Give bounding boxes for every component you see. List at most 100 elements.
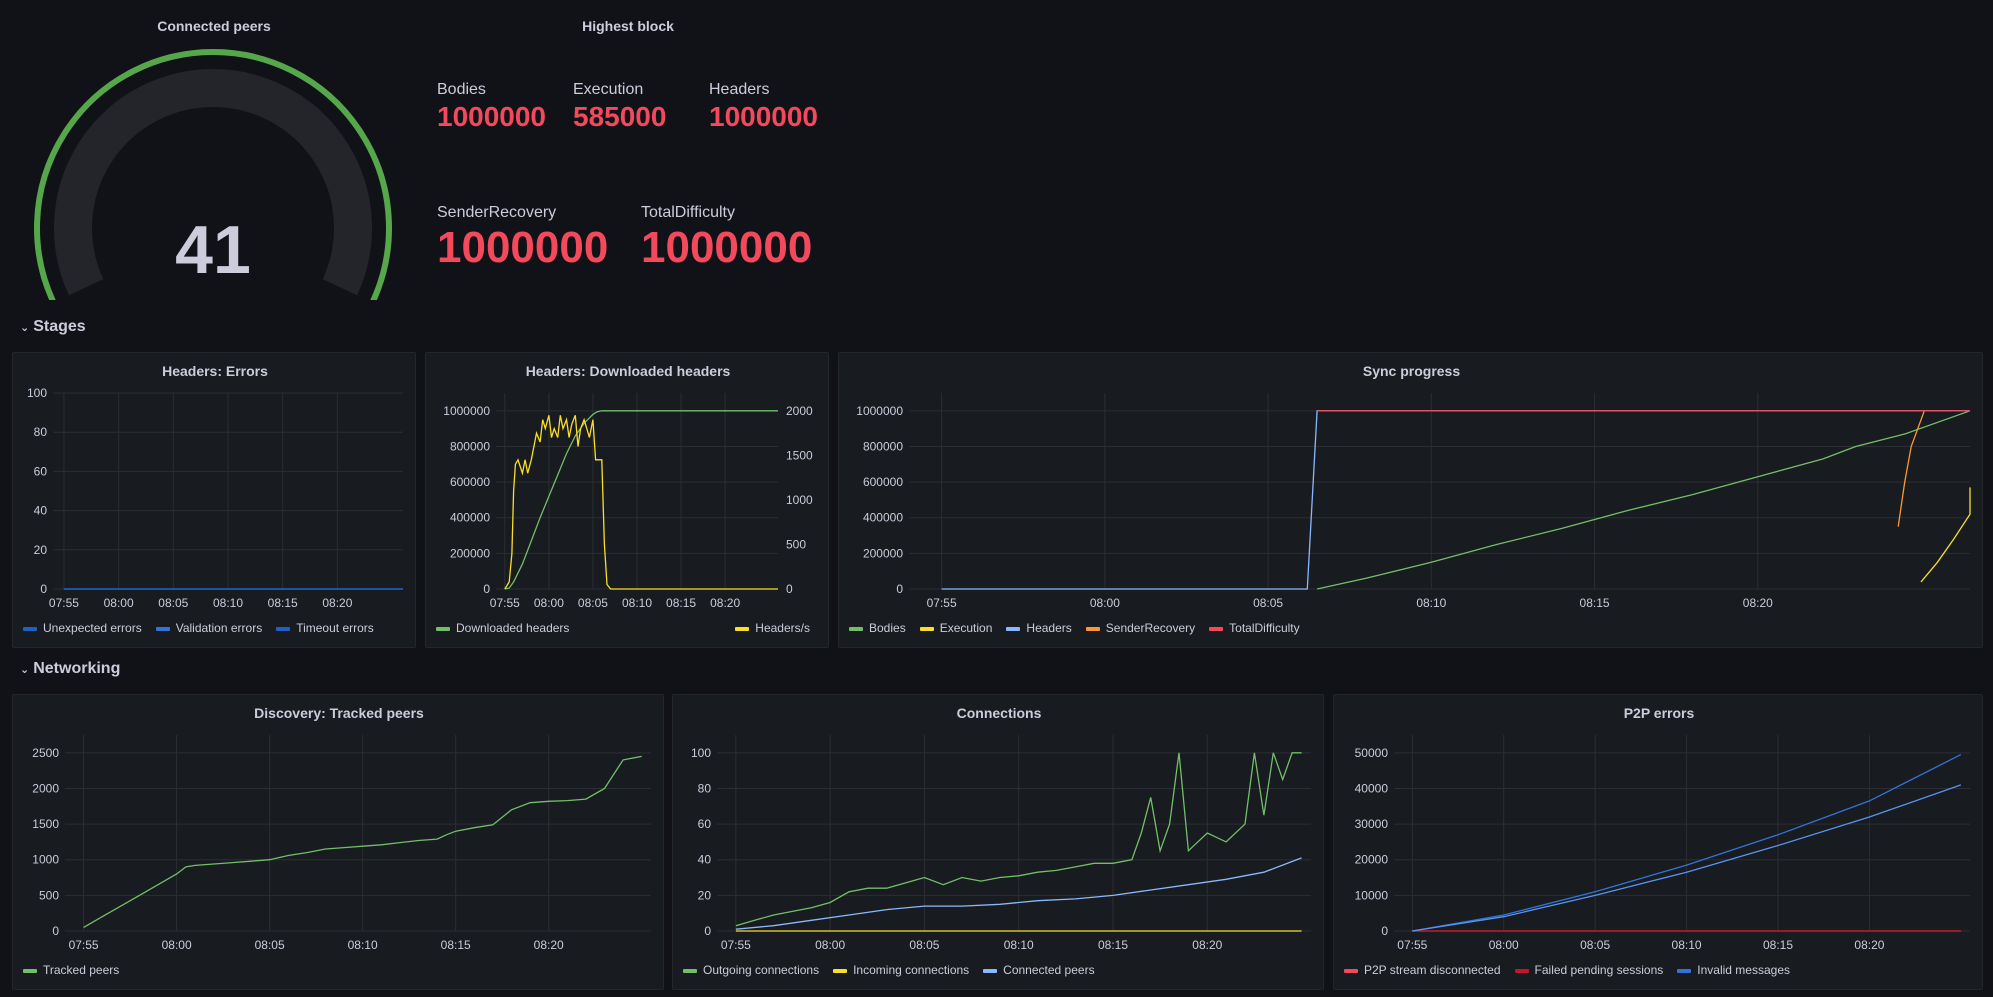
legend-swatch xyxy=(1344,968,1358,973)
panel-downloaded-headers[interactable]: Headers: Downloaded headers 0 200000 40000… xyxy=(425,352,829,648)
chart-tracked-peers: 0 500 1000 1500 2000 2500 07:55 08:00 08:05 08:10… xyxy=(32,735,651,952)
y-tick-label: 1000000 xyxy=(856,404,903,418)
legend-swatch xyxy=(1514,968,1529,973)
legend-item[interactable]: Connected peers xyxy=(983,963,1095,977)
legend-label: Incoming connections xyxy=(853,963,970,977)
x-tick-label: 08:00 xyxy=(815,938,845,952)
legend-label: Connected peers xyxy=(1003,963,1095,977)
legend-swatch xyxy=(683,968,697,973)
chart-legend: Bodies Execution Headers SenderRecovery Tota… xyxy=(849,621,1314,635)
panel-connections[interactable]: Connections 0 20 40 60 80 100 07:55 08:00 08:05 0… xyxy=(672,694,1324,990)
chart-downloaded-headers: 0 200000 400000 600000 800000 1000000 0 500 1000… xyxy=(443,393,813,610)
chart-legend: Unexpected errors Validation errors Timeou… xyxy=(23,621,388,635)
legend-item[interactable]: Invalid messages xyxy=(1677,963,1790,977)
y-tick-label: 0 xyxy=(1381,924,1388,938)
legend-item[interactable]: Headers xyxy=(1006,621,1072,635)
row-networking[interactable]: ⌄ Networking xyxy=(20,660,120,678)
chart-sync-progress: 0 200000 400000 600000 800000 1000000 07:55 08:… xyxy=(856,393,1971,610)
chart-legend: Outgoing connections Incoming connections… xyxy=(683,963,1109,977)
row-stages[interactable]: ⌄ Stages xyxy=(20,318,86,336)
x-tick-label: 08:10 xyxy=(1672,938,1702,952)
legend-item[interactable]: Validation errors xyxy=(155,621,262,635)
x-tick-label: 07:55 xyxy=(1397,938,1427,952)
legend-item[interactable]: Headers/s xyxy=(735,621,810,635)
y-tick-label: 1000000 xyxy=(443,404,490,418)
legend-swatch xyxy=(23,968,37,973)
stat-label: Headers xyxy=(709,81,770,98)
legend-item[interactable]: Bodies xyxy=(849,621,906,635)
legend-item[interactable]: Unexpected errors xyxy=(23,621,142,635)
series-line-bodies xyxy=(1316,410,1971,590)
y-tick-label: 600000 xyxy=(450,475,490,489)
legend-swatch xyxy=(1006,626,1021,631)
legend-swatch xyxy=(1677,968,1692,973)
stat-label: TotalDifficulty xyxy=(641,204,735,221)
gauge-track xyxy=(54,69,372,296)
x-tick-label: 08:15 xyxy=(1580,596,1610,610)
legend-label: Headers xyxy=(1026,621,1072,635)
y-tick-label: 100 xyxy=(691,746,711,760)
legend-item[interactable]: Execution xyxy=(919,621,992,635)
y-tick-label: 40 xyxy=(698,853,712,867)
legend-swatch xyxy=(833,968,848,973)
legend-label: Tracked peers xyxy=(43,963,120,977)
x-tick-label: 08:00 xyxy=(534,596,564,610)
panel-p2p-errors[interactable]: P2P errors 0 10000 20000 30000 40000 50000 07:… xyxy=(1333,694,1983,990)
panel-sync-progress[interactable]: Sync progress 0 200000 400000 600000 800000 1… xyxy=(838,352,1983,648)
panel-title: Connections xyxy=(956,705,1042,721)
legend-item[interactable]: Timeout errors xyxy=(276,621,374,635)
stat-label: Bodies xyxy=(437,81,486,98)
legend-swatch xyxy=(1085,626,1100,631)
legend-item[interactable]: P2P stream disconnected xyxy=(1344,963,1501,977)
x-tick-label: 08:00 xyxy=(104,596,134,610)
legend-item[interactable]: Outgoing connections xyxy=(683,963,819,977)
gauge-value: 41 xyxy=(175,212,251,288)
series-line-tracked-peers xyxy=(83,755,642,928)
x-tick-label: 08:00 xyxy=(162,938,192,952)
row-networking-label: Networking xyxy=(33,660,121,677)
legend-label: Failed pending sessions xyxy=(1534,963,1664,977)
chart-headers-errors: 0 20 40 60 80 100 07:55 08:00 08:05 08:10 08:15 08:… xyxy=(27,386,403,610)
x-tick-label: 07:55 xyxy=(927,596,957,610)
legend-item[interactable]: SenderRecovery xyxy=(1085,621,1196,635)
legend-label: Outgoing connections xyxy=(703,963,820,977)
x-tick-label: 07:55 xyxy=(69,938,99,952)
legend-swatch xyxy=(276,626,291,631)
stat-label: SenderRecovery xyxy=(437,204,557,221)
connected-peers-gauge: 41 xyxy=(34,49,392,300)
series-line-headers-s xyxy=(504,415,778,590)
legend-item[interactable]: Downloaded headers xyxy=(436,621,569,635)
x-tick-label: 07:55 xyxy=(721,938,751,952)
x-tick-label: 08:20 xyxy=(1192,938,1222,952)
legend-label: Downloaded headers xyxy=(456,621,570,635)
stat-value: 1000000 xyxy=(437,101,547,132)
legend-item[interactable]: TotalDifficulty xyxy=(1209,621,1300,635)
gauge-title: Connected peers xyxy=(157,18,271,34)
legend-item[interactable]: Incoming connections xyxy=(833,963,969,977)
x-tick-label: 08:20 xyxy=(1854,938,1884,952)
panel-headers-errors[interactable]: Headers: Errors 0 20 40 60 80 100 07:55 08:00 08… xyxy=(12,352,416,648)
series-line-invalid-messages xyxy=(1412,754,1962,932)
highest-block-title: Highest block xyxy=(582,18,674,34)
y2-tick-label: 1500 xyxy=(786,448,813,462)
legend-item[interactable]: Tracked peers xyxy=(23,963,119,977)
legend-item[interactable]: Failed pending sessions xyxy=(1514,963,1664,977)
x-tick-label: 08:10 xyxy=(213,596,243,610)
y-tick-label: 1000 xyxy=(32,853,59,867)
x-tick-label: 08:05 xyxy=(158,596,188,610)
legend-label: P2P stream disconnected xyxy=(1364,963,1501,977)
legend-label: SenderRecovery xyxy=(1105,621,1196,635)
legend-swatch xyxy=(919,626,934,631)
y-tick-label: 400000 xyxy=(450,511,490,525)
y-tick-label: 0 xyxy=(704,924,711,938)
x-tick-label: 08:15 xyxy=(441,938,471,952)
legend-label: TotalDifficulty xyxy=(1229,621,1300,635)
x-tick-label: 08:15 xyxy=(1763,938,1793,952)
y-tick-label: 50000 xyxy=(1355,746,1389,760)
series-line-execution xyxy=(1920,487,1971,583)
panel-title: Sync progress xyxy=(1362,363,1461,379)
x-tick-label: 08:20 xyxy=(534,938,564,952)
panel-tracked-peers[interactable]: Discovery: Tracked peers 0 500 1000 1500 200… xyxy=(12,694,664,990)
y-tick-label: 500 xyxy=(39,888,59,902)
stat-label: Execution xyxy=(573,81,644,98)
